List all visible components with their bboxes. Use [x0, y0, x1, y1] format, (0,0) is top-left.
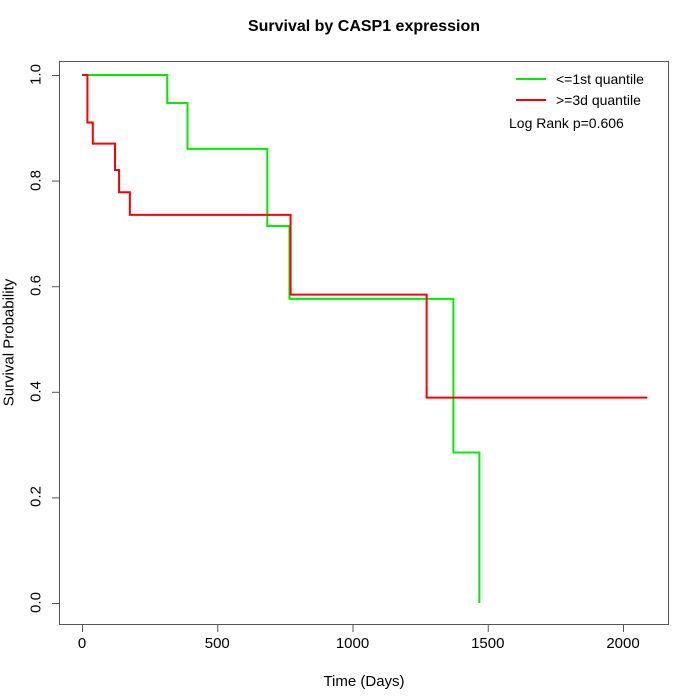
- y-tick-label: 0.8: [27, 169, 45, 191]
- legend-line-swatches: [516, 78, 546, 101]
- x-axis-label: Time (Days): [323, 673, 405, 690]
- km-curve-low-quantile: [82, 74, 481, 603]
- axis-tick-marks: [52, 75, 624, 632]
- x-tick-label: 0: [77, 635, 87, 652]
- y-tick-label: 0.0: [27, 592, 45, 613]
- y-tick-label: 0.6: [27, 275, 45, 297]
- legend-entry-green: <=1st quantile: [556, 71, 644, 87]
- plot-box: [59, 61, 669, 625]
- x-tick-label: 1000: [335, 635, 370, 652]
- y-tick-label: 0.4: [27, 380, 45, 402]
- km-curves: [82, 74, 648, 603]
- logrank-pvalue: Log Rank p=0.606: [509, 115, 624, 131]
- x-tick-label: 2000: [606, 635, 640, 652]
- chart-title: Survival by CASP1 expression: [247, 18, 481, 35]
- y-tick-label: 1.0: [27, 64, 45, 85]
- x-tick-label: 1500: [471, 635, 505, 652]
- x-tick-label: 500: [204, 635, 230, 652]
- km-curve-high-quantile: [82, 74, 648, 399]
- y-tick-label: 0.2: [27, 486, 45, 508]
- y-axis-label: Survival Probability: [0, 278, 18, 407]
- legend-entry-red: >=3d quantile: [556, 92, 641, 108]
